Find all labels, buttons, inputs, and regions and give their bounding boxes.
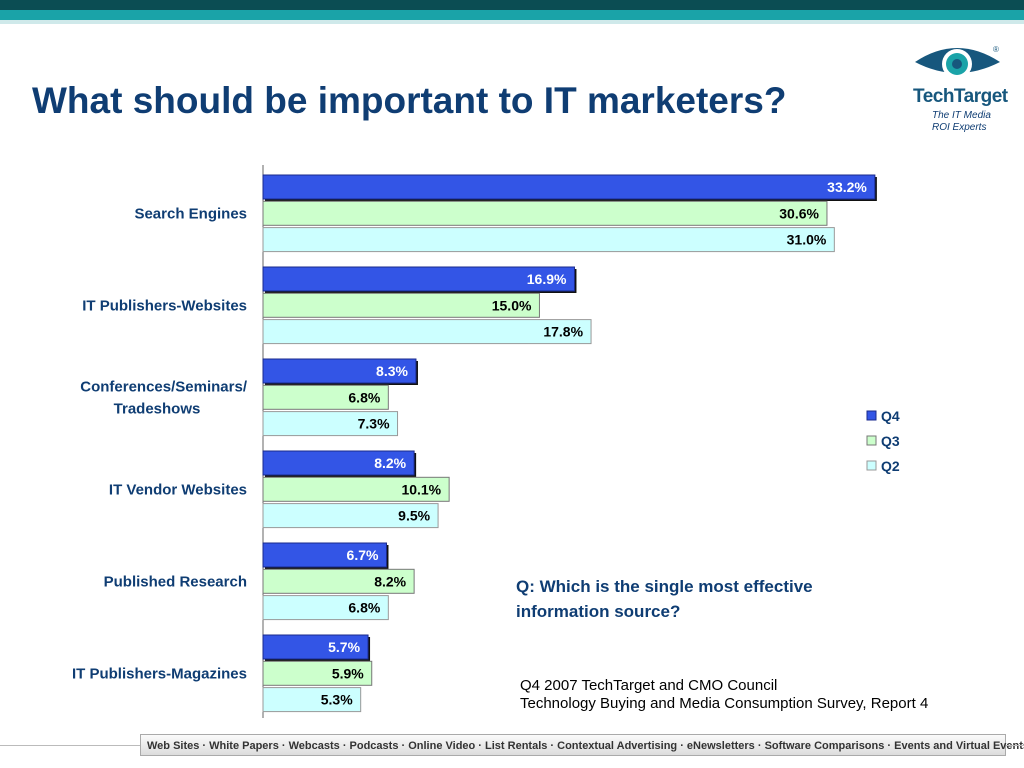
footer-services-bar: Web Sites · White Papers · Webcasts · Po…: [140, 734, 1024, 756]
bar-q4: [262, 634, 369, 660]
category-label: IT Vendor Websites: [109, 481, 247, 498]
data-label: 8.2%: [374, 573, 406, 589]
category-label: Tradeshows: [114, 400, 201, 417]
bar-q2: [262, 411, 399, 437]
category-label: IT Publishers-Magazines: [72, 665, 247, 682]
category-label: Search Engines: [134, 205, 247, 222]
bar-q3: [262, 476, 450, 502]
data-label: 5.7%: [328, 639, 360, 655]
source-line-2: Technology Buying and Media Consumption …: [520, 695, 929, 712]
data-label: 15.0%: [492, 297, 532, 313]
bar-q2: [262, 319, 592, 345]
legend-label: Q4: [881, 408, 900, 424]
bar-q2: [262, 595, 389, 621]
category-label: Published Research: [104, 573, 247, 590]
bar-q4: [262, 174, 876, 200]
category-label: Conferences/Seminars/: [80, 378, 248, 395]
top-band-dark: [0, 0, 1024, 10]
bar-q3: [262, 660, 373, 686]
source-line-1: Q4 2007 TechTarget and CMO Council: [520, 677, 778, 694]
techtarget-eye-logo-icon: ®: [915, 45, 1000, 79]
bar-q4: [262, 266, 575, 292]
bar-q3: [262, 568, 415, 594]
data-label: 6.8%: [348, 600, 380, 616]
logo-wordmark: TechTarget: [913, 86, 1008, 107]
data-label: 8.2%: [374, 455, 406, 471]
data-label: 17.8%: [543, 324, 583, 340]
footer-rule-right: [1006, 745, 1024, 746]
data-label: 7.3%: [358, 416, 390, 432]
data-label: 9.5%: [398, 508, 430, 524]
survey-question: Q: Which is the single most effective in…: [516, 577, 813, 621]
data-label: 16.9%: [527, 271, 567, 287]
data-label: 5.9%: [332, 665, 364, 681]
slide-title: What should be important to IT marketers…: [32, 80, 787, 121]
logo-tagline-2: ROI Experts: [932, 122, 987, 133]
legend-label: Q2: [881, 458, 900, 474]
data-label: 5.3%: [321, 692, 353, 708]
legend-swatch-q2: [866, 460, 877, 471]
top-band-teal: [0, 10, 1024, 20]
legend-label: Q3: [881, 433, 900, 449]
bar-q3: [262, 292, 540, 318]
footer-rule-left: [0, 745, 140, 746]
category-label: IT Publishers-Websites: [82, 297, 247, 314]
top-band-light: [0, 20, 1024, 24]
legend-swatch-q3: [866, 435, 877, 446]
data-label: 30.6%: [779, 205, 819, 221]
bar-q4: [262, 358, 417, 384]
data-label: 33.2%: [827, 179, 867, 195]
logo-tagline-1: The IT Media: [932, 110, 991, 121]
source-note: Q4 2007 TechTarget and CMO Council Techn…: [520, 677, 928, 713]
bar-chart: Search Engines 33.2% 30.6% 31.0% IT Publishe…: [72, 165, 900, 718]
data-label: 10.1%: [401, 481, 441, 497]
registered-mark: ®: [993, 45, 999, 54]
data-label: 31.0%: [787, 232, 827, 248]
bar-q4: [262, 542, 387, 568]
data-label: 8.3%: [376, 363, 408, 379]
bar-q3: [262, 384, 389, 410]
bar-q4: [262, 450, 415, 476]
legend-swatch-q4: [866, 410, 877, 421]
data-label: 6.8%: [348, 389, 380, 405]
bar-q2: [262, 227, 835, 253]
bar-q2: [262, 503, 439, 529]
bar-q2: [262, 687, 362, 713]
bar-q3: [262, 200, 828, 226]
data-label: 6.7%: [347, 547, 379, 563]
